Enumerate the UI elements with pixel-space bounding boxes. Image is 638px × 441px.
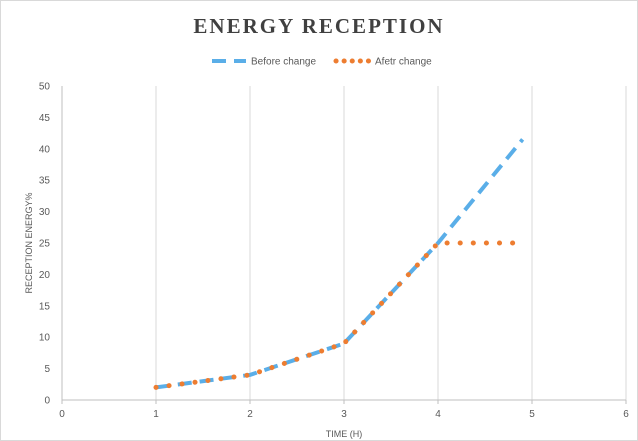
y-tick-label-30: 30 — [39, 207, 51, 218]
legend-label-before-change: Before change — [251, 57, 316, 68]
series-line-before-change — [155, 138, 525, 390]
legend-label-after-change: Afetr change — [375, 57, 432, 68]
x-tick-label-6: 6 — [623, 409, 629, 420]
x-tick-label-5: 5 — [529, 409, 535, 420]
x-tick-label-2: 2 — [247, 409, 253, 420]
y-tick-label-35: 35 — [39, 176, 51, 187]
y-tick-label-25: 25 — [39, 239, 51, 250]
x-tick-label-1: 1 — [153, 409, 159, 420]
x-tick-label-4: 4 — [435, 409, 441, 420]
grid-layer — [155, 86, 627, 400]
y-tick-label-10: 10 — [39, 333, 51, 344]
y-tick-label-45: 45 — [39, 113, 51, 124]
series-layer — [153, 138, 526, 390]
y-tick-label-50: 50 — [39, 82, 51, 93]
chart-title: ENERGY RECEPTION — [193, 14, 445, 38]
y-tick-label-40: 40 — [39, 144, 51, 155]
series-line-after-change — [153, 240, 526, 390]
x-tick-label-3: 3 — [341, 409, 347, 420]
y-tick-label-15: 15 — [39, 301, 51, 312]
x-tick-label-0: 0 — [59, 409, 65, 420]
y-axis-title: RECEPTION ENERGY% — [24, 192, 34, 293]
x-axis-title: TIME (H) — [326, 429, 363, 439]
y-tick-label-5: 5 — [44, 364, 50, 375]
legend: Before change Afetr change — [212, 57, 432, 68]
y-tick-label-20: 20 — [39, 270, 51, 281]
y-tick-label-0: 0 — [44, 396, 50, 407]
